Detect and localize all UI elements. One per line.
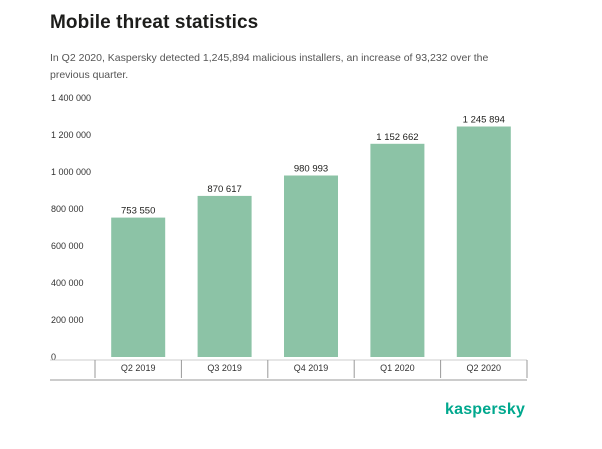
x-tick-label: Q2 2019 (121, 363, 156, 373)
bar-data-label: 980 993 (294, 164, 328, 175)
x-tick-label: Q3 2019 (207, 363, 242, 373)
bar-data-label: 753 550 (121, 206, 155, 217)
y-tick-label: 1 200 000 (51, 130, 91, 140)
y-tick-label: 200 000 (51, 315, 84, 325)
y-tick-label: 0 (51, 352, 56, 362)
bar-data-label: 1 245 894 (463, 115, 505, 126)
chart-title: Mobile threat statistics (50, 12, 259, 33)
x-tick-label: Q4 2019 (294, 363, 329, 373)
x-tick-label: Q1 2020 (380, 363, 415, 373)
y-tick-label: 600 000 (51, 241, 84, 251)
chart-subtitle: In Q2 2020, Kaspersky detected 1,245,894… (50, 52, 489, 81)
bar-data-label: 870 617 (207, 184, 241, 195)
bar (456, 126, 511, 357)
y-tick-label: 1 400 000 (51, 93, 91, 103)
bar (284, 175, 338, 357)
y-tick-label: 1 000 000 (51, 167, 91, 177)
x-tick-label: Q2 2020 (467, 363, 502, 373)
kaspersky-logo: kaspersky (445, 401, 526, 418)
bar (197, 195, 252, 357)
y-tick-label: 800 000 (51, 204, 84, 214)
bar (111, 217, 166, 357)
y-tick-label: 400 000 (51, 278, 84, 288)
bar-data-label: 1 152 662 (376, 132, 418, 143)
bar (370, 143, 425, 357)
